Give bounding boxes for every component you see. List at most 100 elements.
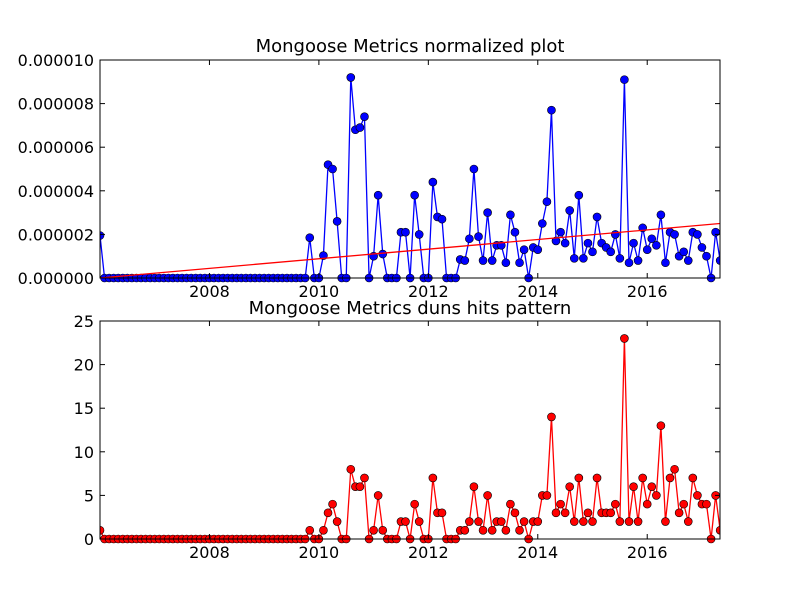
normalized-plot: Mongoose Metrics normalized plot 2008 201… (18, 36, 721, 301)
data-point (378, 525, 388, 535)
data-point (583, 238, 593, 248)
data-point (465, 517, 474, 526)
y-tick-label: 5 (84, 486, 94, 505)
data-point (319, 525, 328, 535)
axes: 2008 2010 2012 2014 2016 0 5 10 15 20 25 (74, 312, 720, 562)
y-tick-label: 0.000000 (18, 269, 94, 288)
data-point (683, 256, 693, 265)
x-tick-label: 2008 (189, 282, 230, 301)
data-point (474, 232, 483, 241)
data-point (574, 473, 584, 483)
data-point (652, 241, 661, 250)
data-point (679, 247, 689, 257)
data-point (611, 499, 620, 509)
data-point (702, 251, 711, 261)
data-point (401, 227, 410, 237)
data-point (556, 499, 565, 509)
data-point (100, 231, 105, 240)
data-point (542, 197, 552, 206)
data-point (656, 421, 666, 430)
data-point (547, 412, 556, 422)
data-point (100, 525, 105, 535)
y-tick-label: 10 (74, 443, 94, 462)
plot-frame (99, 320, 721, 540)
data-point (633, 517, 643, 526)
data-point (328, 164, 337, 174)
data-point (469, 482, 479, 491)
data-point (711, 227, 720, 237)
data-point (656, 210, 666, 220)
axes: 2008 2010 2012 2014 2016 0.000000 0.000002 0.00… (18, 51, 720, 301)
data-point (478, 256, 488, 265)
data-point (428, 473, 438, 483)
data-point (360, 473, 369, 483)
data-point (533, 517, 543, 526)
chart-title: Mongoose Metrics normalized plot (256, 36, 565, 57)
data-point (533, 245, 543, 254)
data-point (437, 508, 447, 518)
data-point (629, 482, 638, 491)
data-point (574, 190, 584, 200)
data-point (551, 236, 561, 246)
data-point (624, 258, 634, 268)
data-point (483, 491, 492, 500)
data-point (588, 247, 597, 257)
data-point (483, 208, 492, 217)
data-point (702, 499, 711, 509)
data-point (355, 482, 365, 491)
data-point (542, 491, 552, 500)
data-point (633, 256, 643, 265)
chart-title: Mongoose Metrics duns hits pattern (249, 298, 572, 319)
data-point (569, 517, 579, 526)
data-point (460, 256, 470, 265)
data-point (592, 212, 602, 222)
data-point (679, 499, 689, 509)
data-point (510, 508, 520, 518)
data-point (369, 525, 378, 535)
data-point (683, 517, 693, 526)
data-point (629, 238, 638, 248)
x-tick-label: 2016 (627, 282, 668, 301)
data-point (615, 254, 625, 263)
trend-line (100, 222, 720, 279)
data-point (624, 517, 634, 526)
x-tick-label: 2016 (627, 543, 668, 562)
data-point (661, 517, 670, 526)
data-point (410, 499, 419, 509)
x-tick-label: 2010 (299, 543, 340, 562)
data-point (401, 517, 410, 526)
data-point (355, 123, 365, 132)
data-point (579, 517, 588, 526)
data-point (693, 491, 702, 500)
data-point (519, 245, 529, 254)
data-point (606, 508, 616, 518)
data-point (638, 473, 647, 483)
data-point (556, 227, 565, 237)
data-point (606, 247, 616, 257)
data-point (715, 256, 720, 265)
data-point (551, 508, 561, 518)
data-point (410, 190, 419, 200)
data-point (373, 491, 383, 500)
data-point (414, 230, 424, 239)
data-point (569, 254, 579, 263)
x-tick-label: 2014 (517, 543, 558, 562)
data-point (674, 508, 684, 518)
data-point (346, 464, 356, 474)
data-point (437, 214, 447, 224)
data-point (615, 517, 625, 526)
data-point (332, 517, 342, 526)
y-tick-label: 15 (74, 399, 94, 418)
data-point (560, 238, 570, 248)
data-point (465, 234, 474, 244)
data-point (620, 75, 629, 84)
data-point (661, 258, 670, 268)
x-tick-label: 2008 (189, 543, 230, 562)
data-point (670, 230, 679, 239)
data-point (373, 190, 383, 200)
data-point (538, 219, 547, 228)
y-tick-label: 0.000008 (18, 95, 94, 114)
data-point (565, 206, 574, 215)
data-point (506, 210, 515, 220)
x-tick-label: 2012 (408, 282, 449, 301)
